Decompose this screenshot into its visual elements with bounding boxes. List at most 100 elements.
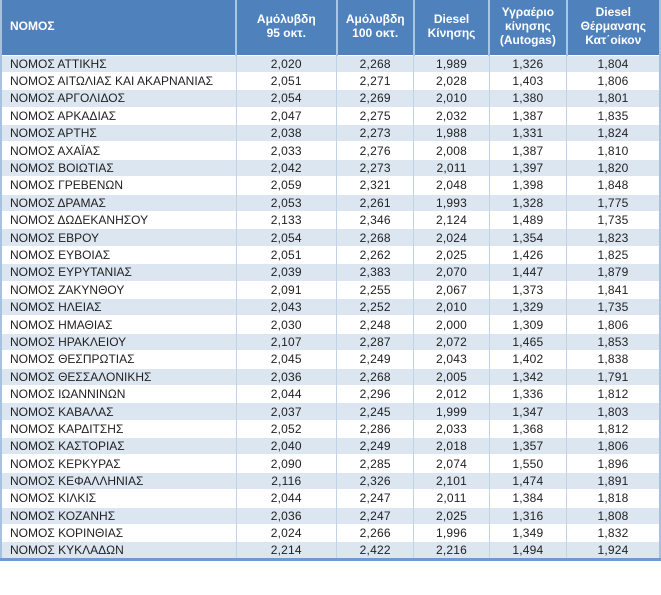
price-cell-unleaded_95: 2,045	[235, 350, 337, 369]
table-row: ΝΟΜΟΣ ΘΕΣΣΑΛΟΝΙΚΗΣ 2,036 2,268 2,005 1,342 1,…	[1, 367, 660, 386]
prefecture-cell: ΝΟΜΟΣ ΚΑΣΤΟΡΙΑΣ	[1, 437, 237, 455]
column-header-unleaded-95: Αμόλυβδη 95 οκτ.	[235, 0, 337, 55]
table-row: ΝΟΜΟΣ ΚΕΦΑΛΛΗΝΙΑΣ 2,116 2,326 2,101 1,474 1,8…	[1, 471, 660, 490]
table-row: ΝΟΜΟΣ ΗΜΑΘΙΑΣ 2,030 2,248 2,000 1,309 1,806	[1, 315, 660, 334]
price-cell-autogas: 1,349	[488, 524, 567, 542]
price-cell-diesel_heating: 1,848	[566, 176, 660, 195]
price-cell-autogas: 1,336	[488, 384, 567, 403]
price-cell-unleaded_100: 2,266	[336, 524, 414, 542]
prefecture-cell: ΝΟΜΟΣ ΑΡΤΗΣ	[1, 124, 237, 142]
price-cell-unleaded_95: 2,043	[235, 297, 337, 316]
price-cell-unleaded_95: 2,037	[235, 402, 337, 421]
price-cell-unleaded_100: 2,247	[336, 506, 414, 525]
table-row: ΝΟΜΟΣ ΒΟΙΩΤΙΑΣ 2,042 2,273 2,011 1,397 1,820	[1, 158, 660, 177]
price-cell-unleaded_100: 2,276	[336, 141, 414, 160]
table-row: ΝΟΜΟΣ ΑΙΤΩΛΙΑΣ ΚΑΙ ΑΚΑΡΝΑΝΙΑΣ 2,051 2,271 2…	[1, 71, 660, 90]
price-cell-diesel_motion: 2,008	[413, 141, 490, 160]
price-cell-autogas: 1,387	[488, 141, 567, 160]
price-cell-autogas: 1,494	[488, 541, 567, 560]
price-cell-unleaded_95: 2,047	[235, 106, 337, 125]
prefecture-cell: ΝΟΜΟΣ ΑΙΤΩΛΙΑΣ ΚΑΙ ΑΚΑΡΝΑΝΙΑΣ	[1, 71, 237, 90]
price-cell-unleaded_100: 2,422	[336, 541, 414, 560]
prefecture-cell: ΝΟΜΟΣ ΕΒΡΟΥ	[1, 228, 237, 247]
prefecture-cell: ΝΟΜΟΣ ΒΟΙΩΤΙΑΣ	[1, 158, 237, 177]
price-cell-unleaded_95: 2,052	[235, 419, 337, 438]
prefecture-cell: ΝΟΜΟΣ ΕΥΡΥΤΑΝΙΑΣ	[1, 263, 237, 282]
price-cell-unleaded_100: 2,247	[336, 489, 414, 508]
prefecture-cell: ΝΟΜΟΣ ΚΟΡΙΝΘΙΑΣ	[1, 524, 237, 542]
table-row: ΝΟΜΟΣ ΔΡΑΜΑΣ 2,053 2,261 1,993 1,328 1,775	[1, 193, 660, 212]
prefecture-cell: ΝΟΜΟΣ ΚΟΖΑΝΗΣ	[1, 506, 237, 525]
price-cell-autogas: 1,550	[488, 454, 567, 473]
price-cell-diesel_heating: 1,735	[566, 297, 660, 316]
price-cell-unleaded_95: 2,033	[235, 141, 337, 160]
price-cell-unleaded_95: 2,053	[235, 193, 337, 212]
prefecture-cell: ΝΟΜΟΣ ΙΩΑΝΝΙΝΩΝ	[1, 384, 237, 403]
price-cell-diesel_heating: 1,804	[566, 54, 660, 73]
price-cell-diesel_motion: 1,989	[413, 54, 490, 73]
fuel-prices-table: ΝΟΜΟΣ Αμόλυβδη 95 οκτ. Αμόλυβδη 100 οκτ.…	[0, 0, 661, 561]
price-cell-autogas: 1,328	[488, 193, 567, 212]
prefecture-cell: ΝΟΜΟΣ ΚΙΛΚΙΣ	[1, 489, 237, 508]
price-cell-unleaded_95: 2,042	[235, 158, 337, 177]
price-cell-diesel_heating: 1,832	[566, 524, 660, 542]
price-cell-autogas: 1,397	[488, 158, 567, 177]
price-cell-diesel_heating: 1,823	[566, 228, 660, 247]
price-cell-autogas: 1,373	[488, 280, 567, 299]
price-cell-unleaded_100: 2,273	[336, 158, 414, 177]
prefecture-cell: ΝΟΜΟΣ ΑΡΚΑΔΙΑΣ	[1, 106, 237, 125]
price-cell-autogas: 1,357	[488, 437, 567, 455]
price-cell-diesel_motion: 2,216	[413, 541, 490, 560]
price-cell-autogas: 1,403	[488, 71, 567, 90]
price-cell-diesel_heating: 1,791	[566, 367, 660, 386]
table-row: ΝΟΜΟΣ ΚΙΛΚΙΣ 2,044 2,247 2,011 1,384 1,818	[1, 489, 660, 508]
price-cell-diesel_motion: 2,025	[413, 245, 490, 264]
price-cell-diesel_heating: 1,775	[566, 193, 660, 212]
price-cell-diesel_motion: 1,993	[413, 193, 490, 212]
price-cell-diesel_motion: 2,011	[413, 489, 490, 508]
price-cell-autogas: 1,447	[488, 263, 567, 282]
price-cell-diesel_motion: 2,010	[413, 297, 490, 316]
prefecture-cell: ΝΟΜΟΣ ΚΥΚΛΑΔΩΝ	[1, 541, 237, 560]
price-cell-diesel_heating: 1,810	[566, 141, 660, 160]
prefecture-cell: ΝΟΜΟΣ ΗΛΕΙΑΣ	[1, 297, 237, 316]
price-cell-unleaded_100: 2,249	[336, 350, 414, 369]
price-cell-diesel_motion: 2,028	[413, 71, 490, 90]
prefecture-cell: ΝΟΜΟΣ ΗΡΑΚΛΕΙΟΥ	[1, 332, 237, 351]
price-cell-diesel_motion: 2,074	[413, 454, 490, 473]
price-cell-diesel_motion: 2,011	[413, 158, 490, 177]
table-row: ΝΟΜΟΣ ΚΕΡΚΥΡΑΣ 2,090 2,285 2,074 1,550 1,896	[1, 454, 660, 473]
prefecture-cell: ΝΟΜΟΣ ΘΕΣΠΡΩΤΙΑΣ	[1, 350, 237, 369]
price-cell-diesel_motion: 2,012	[413, 384, 490, 403]
price-cell-diesel_motion: 2,033	[413, 419, 490, 438]
price-cell-unleaded_100: 2,286	[336, 419, 414, 438]
price-cell-autogas: 1,316	[488, 506, 567, 525]
price-cell-diesel_heating: 1,879	[566, 263, 660, 282]
table-row: ΝΟΜΟΣ ΑΡΤΗΣ 2,038 2,273 1,988 1,331 1,824	[1, 124, 660, 142]
price-cell-unleaded_100: 2,252	[336, 297, 414, 316]
price-cell-unleaded_95: 2,038	[235, 124, 337, 142]
price-cell-autogas: 1,465	[488, 332, 567, 351]
price-cell-autogas: 1,426	[488, 245, 567, 264]
prefecture-cell: ΝΟΜΟΣ ΚΑΡΔΙΤΣΗΣ	[1, 419, 237, 438]
price-cell-unleaded_95: 2,036	[235, 506, 337, 525]
price-cell-autogas: 1,380	[488, 89, 567, 108]
price-cell-diesel_heating: 1,801	[566, 89, 660, 108]
price-cell-unleaded_100: 2,321	[336, 176, 414, 195]
price-cell-unleaded_100: 2,346	[336, 211, 414, 229]
prefecture-cell: ΝΟΜΟΣ ΘΕΣΣΑΛΟΝΙΚΗΣ	[1, 367, 237, 386]
price-cell-diesel_heating: 1,841	[566, 280, 660, 299]
price-cell-unleaded_95: 2,054	[235, 89, 337, 108]
table-row: ΝΟΜΟΣ ΚΑΣΤΟΡΙΑΣ 2,040 2,249 2,018 1,357 1,806	[1, 437, 660, 455]
price-cell-diesel_motion: 2,070	[413, 263, 490, 282]
column-header-diesel-heating: Diesel Θέρμανσης Κατ΄οίκον	[565, 0, 660, 55]
price-cell-diesel_heating: 1,806	[566, 71, 660, 90]
price-cell-autogas: 1,309	[488, 315, 567, 334]
table-body: ΝΟΜΟΣ ΑΤΤΙΚΗΣ 2,020 2,268 1,989 1,326 1,804 ΝΟ…	[1, 54, 660, 560]
price-cell-autogas: 1,331	[488, 124, 567, 142]
price-cell-unleaded_100: 2,271	[336, 71, 414, 90]
prefecture-cell: ΝΟΜΟΣ ΔΩΔΕΚΑΝΗΣΟΥ	[1, 211, 237, 229]
price-cell-unleaded_100: 2,268	[336, 367, 414, 386]
price-cell-diesel_motion: 1,999	[413, 402, 490, 421]
prefecture-cell: ΝΟΜΟΣ ΔΡΑΜΑΣ	[1, 193, 237, 212]
